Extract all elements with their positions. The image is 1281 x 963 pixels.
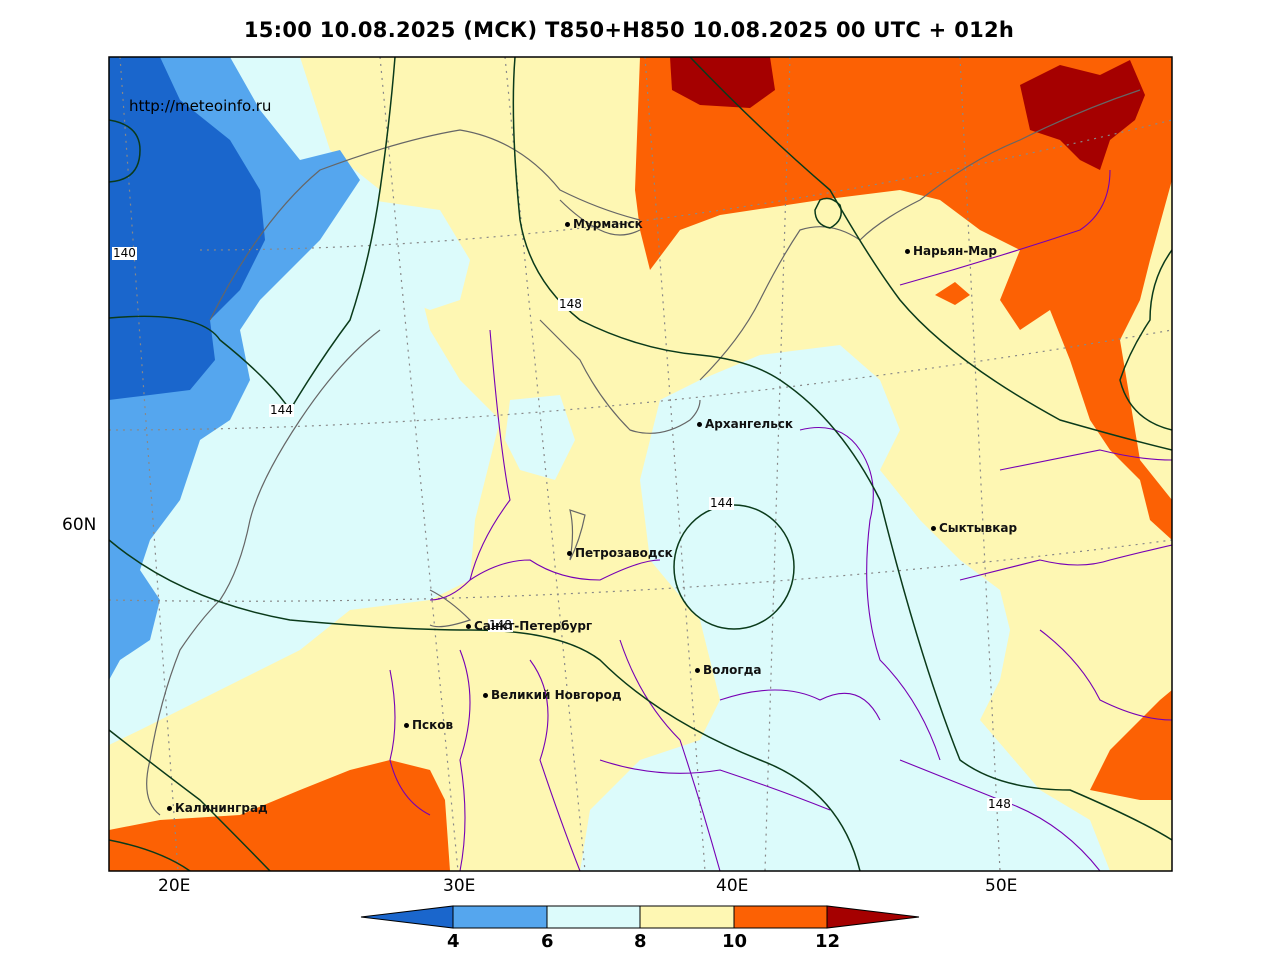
contour-label: 148 <box>558 297 583 311</box>
city-syktyvkar: Сыктывкар <box>931 521 1017 535</box>
colorbar-seg-below-4 <box>360 905 454 929</box>
coastlines <box>146 89 1141 816</box>
city-arkhangelsk: Архангельск <box>697 417 793 431</box>
temp-zone-10-12-ne-blob <box>935 282 970 305</box>
city-marker-icon <box>404 723 409 728</box>
graticule <box>109 57 1172 871</box>
colorbar-seg-8-10 <box>639 905 735 929</box>
map-frame <box>108 56 1173 872</box>
city-veliky-novgorod: Великий Новгород <box>483 688 622 702</box>
city-marker-icon <box>695 668 700 673</box>
city-vologda: Вологда <box>695 663 761 677</box>
temp-zone-above-12-a <box>670 57 775 108</box>
lon-label-20e: 20E <box>158 876 191 896</box>
city-marker-icon <box>167 806 172 811</box>
source-url: http://meteoinfo.ru <box>129 97 272 115</box>
temp-zone-below-4 <box>109 57 265 400</box>
temp-zone-10-12-north <box>635 57 1172 540</box>
city-marker-icon <box>565 222 570 227</box>
colorbar-tick: 6 <box>541 931 554 952</box>
city-kaliningrad: Калининград <box>167 801 268 815</box>
city-pskov: Псков <box>404 718 453 732</box>
lon-label-50e: 50E <box>985 876 1018 896</box>
temp-zone-10-12-sw <box>109 760 450 871</box>
lon-label-40e: 40E <box>716 876 749 896</box>
temp-zone-above-12-b <box>1020 60 1145 170</box>
city-petrozavodsk: Петрозаводск <box>567 546 673 560</box>
colorbar-tick: 10 <box>722 931 748 952</box>
colorbar-seg-above-12 <box>826 905 920 929</box>
city-marker-icon <box>466 624 471 629</box>
city-marker-icon <box>931 526 936 531</box>
contour-label: 144 <box>709 496 734 510</box>
colorbar-tick: 12 <box>815 931 841 952</box>
colorbar-seg-10-12 <box>733 905 828 929</box>
map-title: 15:00 10.08.2025 (МСК) T850+H850 10.08.2… <box>243 18 1015 42</box>
city-saint-petersburg: Санкт-Петербург <box>466 619 592 633</box>
city-marker-icon <box>567 551 572 556</box>
temp-zone-10-12-se <box>1090 690 1172 800</box>
contour-label: 148 <box>987 797 1012 811</box>
contour-label: 144 <box>269 403 294 417</box>
height-contours <box>109 57 1172 871</box>
temp-zone-6-8-north <box>370 200 470 310</box>
city-murmansk: Мурманск <box>565 217 643 231</box>
city-marker-icon <box>905 249 910 254</box>
colorbar-seg-4-6 <box>452 905 548 929</box>
temp-zone-6-8-small <box>505 395 575 480</box>
colorbar-seg-6-8 <box>546 905 641 929</box>
colorbar-tick: 8 <box>634 931 647 952</box>
city-marker-icon <box>697 422 702 427</box>
contour-label: 140 <box>112 246 137 260</box>
lon-label-30e: 30E <box>443 876 476 896</box>
colorbar-tick: 4 <box>447 931 460 952</box>
city-naryan-mar: Нарьян-Мар <box>905 244 997 258</box>
contour-label: 148 <box>488 618 513 632</box>
lat-label-60n: 60N <box>62 515 97 535</box>
city-marker-icon <box>483 693 488 698</box>
colorbar <box>360 905 920 929</box>
